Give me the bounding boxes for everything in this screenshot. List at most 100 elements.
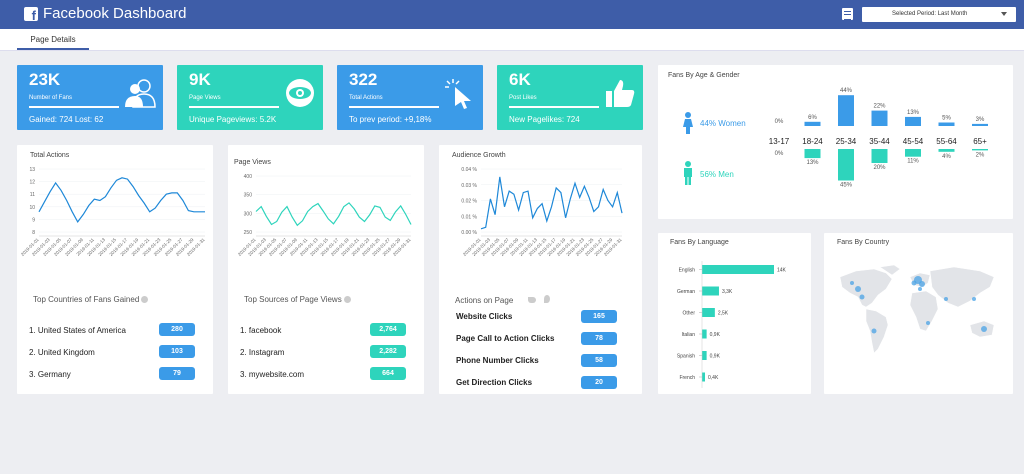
kpi-divider bbox=[509, 106, 599, 108]
list-title: Top Countries of Fans Gained bbox=[33, 295, 149, 304]
kpi-card-total-actions: 322 Total Actions To prev period: +9,18% bbox=[337, 65, 483, 130]
facebook-logo-icon: f bbox=[24, 7, 38, 22]
y-tick-label: 0.02 % bbox=[461, 199, 477, 205]
card-title: Fans By Age & Gender bbox=[668, 72, 740, 79]
women-bar-label: 3% bbox=[976, 117, 985, 123]
count-badge: 103 bbox=[159, 345, 195, 358]
kpi-divider bbox=[189, 106, 279, 108]
age-category-label: 65+ bbox=[973, 137, 987, 146]
men-bar bbox=[871, 149, 888, 163]
kpi-value: 9K bbox=[189, 70, 211, 89]
men-bar bbox=[804, 149, 821, 159]
thumbs-up-icon bbox=[606, 80, 635, 107]
page-views-chart: 4003503002502019-01-012019-01-032019-01-… bbox=[237, 174, 412, 257]
country-card: Fans By Country bbox=[824, 233, 1013, 394]
age-gender-card: Fans By Age & Gender 44% Women 56% Men 0… bbox=[658, 65, 1013, 219]
kpi-divider bbox=[29, 106, 119, 108]
cursor-click-icon bbox=[527, 297, 536, 303]
asia-shape bbox=[929, 266, 995, 308]
language-chart: English 14K German 3,3K Other 2,5K Italian 0,9K… bbox=[677, 261, 787, 388]
total-actions-chart: 13121110982019-01-012019-01-032019-01-05… bbox=[20, 167, 206, 257]
women-bar bbox=[938, 122, 955, 126]
kpi-subtext: To prev period: +9,18% bbox=[349, 115, 432, 124]
map-bubble bbox=[918, 287, 922, 291]
eye-icon bbox=[286, 79, 314, 107]
count-badge: 20 bbox=[581, 376, 617, 389]
y-tick-label: 8 bbox=[32, 230, 35, 236]
language-label: Spanish bbox=[677, 354, 695, 360]
language-card: Fans By Language English 14K German 3,3K Oth… bbox=[658, 233, 811, 394]
age-category-label: 18-24 bbox=[802, 137, 823, 146]
age-gender-chart: 0% 13-17 0% 6% 18-24 13% 44% 25-34 45% 22% 35-44 20… bbox=[769, 88, 988, 189]
man-icon bbox=[684, 161, 692, 185]
kpi-value: 23K bbox=[29, 70, 61, 89]
users-icon bbox=[125, 79, 156, 108]
list-item: 1. facebook bbox=[240, 326, 282, 335]
series-line bbox=[255, 202, 412, 227]
men-bar bbox=[838, 149, 854, 181]
language-bar bbox=[702, 351, 707, 360]
count-badge: 2,764 bbox=[370, 323, 406, 336]
card-title: Page Views bbox=[234, 159, 271, 166]
info-icon[interactable] bbox=[141, 296, 149, 304]
language-label: German bbox=[677, 289, 695, 295]
greenland-shape bbox=[879, 264, 901, 276]
y-tick-label: 250 bbox=[244, 230, 253, 236]
total-actions-card: Total Actions 13 12 11 10 9 8 2019-01-01 2019-0… bbox=[17, 145, 213, 394]
language-bar bbox=[702, 308, 715, 317]
language-bar-label: 0,4K bbox=[708, 375, 719, 381]
men-bar bbox=[972, 149, 988, 151]
kpi-label: Post Likes bbox=[509, 95, 537, 101]
count-badge: 79 bbox=[159, 367, 195, 380]
info-icon[interactable] bbox=[343, 296, 351, 304]
period-select[interactable]: Selected Period: Last Month bbox=[862, 7, 1016, 22]
world-map bbox=[839, 264, 995, 354]
men-bar-label: 4% bbox=[942, 154, 951, 160]
language-bar-label: 14K bbox=[777, 268, 787, 274]
y-tick-label: 9 bbox=[32, 217, 35, 223]
card-title: Audience Growth bbox=[452, 152, 506, 159]
list-item: Website Clicks bbox=[456, 312, 513, 321]
map-bubble bbox=[944, 297, 948, 301]
language-bar bbox=[702, 329, 707, 339]
list-item: 2. United Kingdom bbox=[29, 348, 95, 357]
y-tick-label: 0.01 % bbox=[461, 214, 477, 220]
women-bar-label: 22% bbox=[873, 104, 886, 110]
y-tick-label: 13 bbox=[29, 167, 35, 173]
kpi-divider bbox=[349, 106, 439, 108]
age-category-label: 25-34 bbox=[836, 137, 857, 146]
women-bar-label: 6% bbox=[808, 115, 817, 121]
list-title-text: Actions on Page bbox=[455, 296, 514, 305]
list-item: 2. Instagram bbox=[240, 348, 285, 357]
women-bar bbox=[838, 95, 854, 126]
men-bar-label: 11% bbox=[907, 159, 919, 165]
women-bar bbox=[972, 123, 988, 126]
age-category-label: 13-17 bbox=[769, 137, 790, 146]
map-bubble bbox=[871, 328, 877, 334]
tab-page-details[interactable]: Page Details bbox=[17, 29, 89, 50]
audience-growth-chart: 0.04 %0.03 %0.02 %0.01 %0.00 %2019-01-01… bbox=[461, 167, 623, 257]
kpi-card-page-views: 9K Page Views Unique Pageviews: 5.2K bbox=[177, 65, 323, 130]
map-bubble bbox=[911, 280, 917, 286]
y-tick-label: 12 bbox=[29, 180, 35, 186]
card-title: Total Actions bbox=[30, 152, 70, 159]
y-tick-label: 300 bbox=[244, 211, 253, 217]
kpi-label: Number of Fans bbox=[29, 95, 73, 101]
men-bar bbox=[938, 149, 955, 152]
map-bubble bbox=[981, 326, 987, 332]
kpi-label: Page Views bbox=[189, 95, 221, 101]
age-category-label: 35-44 bbox=[869, 137, 890, 146]
women-bar-label: 44% bbox=[840, 88, 853, 94]
kpi-subtext: New Pagelikes: 724 bbox=[509, 115, 580, 124]
women-bar-label: 13% bbox=[907, 110, 920, 116]
count-badge: 78 bbox=[581, 332, 617, 345]
calendar-icon[interactable] bbox=[842, 8, 853, 20]
men-bar-label: 2% bbox=[976, 152, 985, 158]
women-share-label: 44% Women bbox=[700, 119, 746, 128]
kpi-subtext: Unique Pageviews: 5.2K bbox=[189, 115, 277, 124]
list-title: Top Sources of Page Views bbox=[244, 295, 351, 304]
men-share-label: 56% Men bbox=[700, 170, 734, 179]
language-bar bbox=[702, 286, 719, 296]
map-bubble bbox=[972, 297, 976, 301]
y-tick-label: 10 bbox=[29, 205, 35, 211]
